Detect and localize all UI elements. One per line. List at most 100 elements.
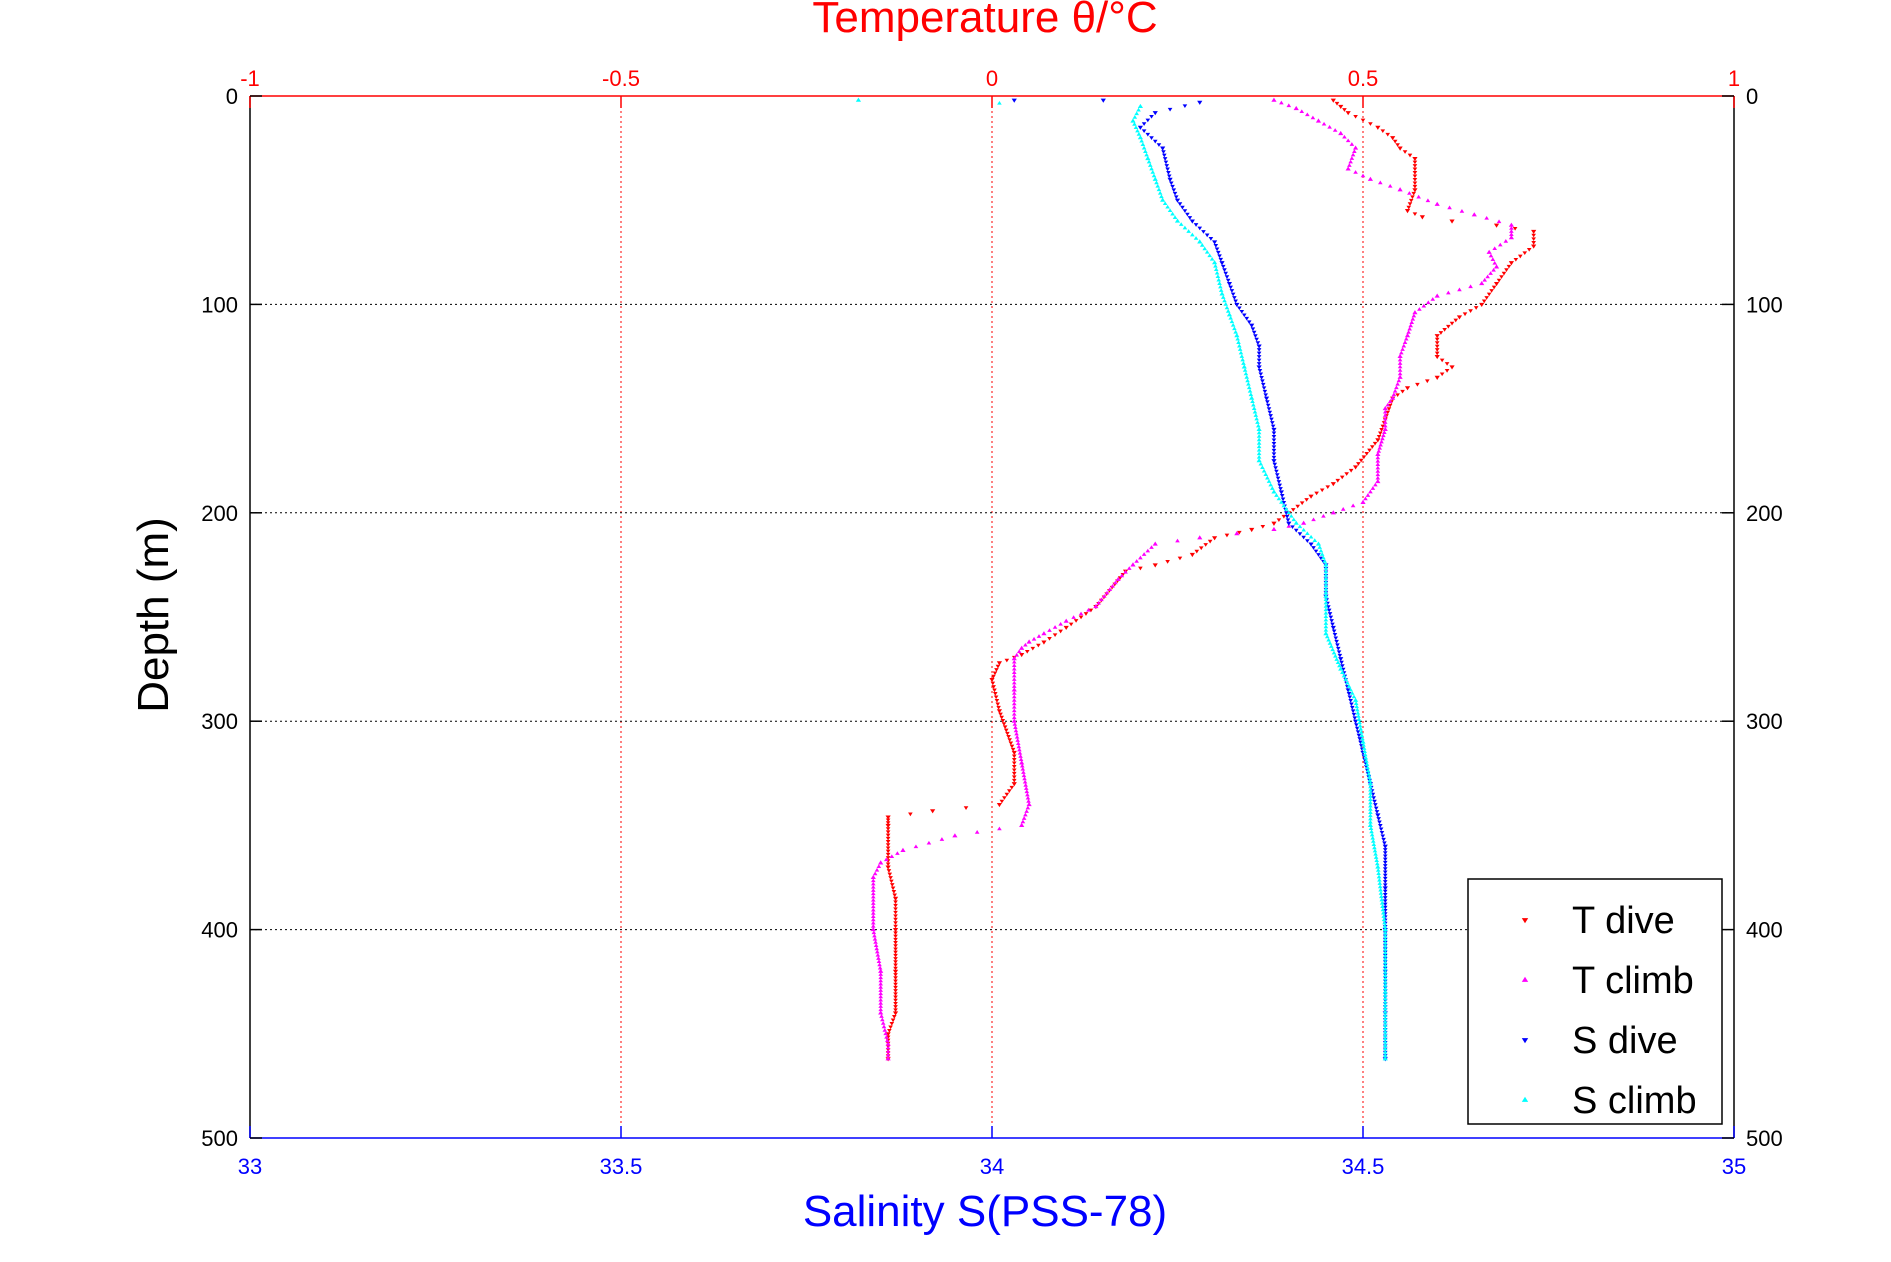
t-dive-point <box>1434 354 1440 360</box>
t-climb-point <box>1014 652 1020 657</box>
s-climb-point <box>1162 201 1168 206</box>
t-dive-point <box>1518 254 1523 259</box>
s-dive-point <box>1347 695 1353 700</box>
s-climb-point <box>1134 111 1139 116</box>
s-climb-point <box>1318 548 1324 553</box>
t-climb-point <box>1377 445 1382 450</box>
t-dive-point <box>1412 156 1418 162</box>
t-climb-point <box>1026 801 1032 807</box>
t-climb-point <box>1486 249 1492 254</box>
s-dive-point <box>1270 421 1275 425</box>
s-climb-point <box>1226 312 1233 317</box>
t-climb-point <box>878 985 883 989</box>
s-dive-point <box>1372 799 1377 804</box>
t-climb-point <box>870 884 876 889</box>
t-climb-point <box>1019 645 1025 650</box>
s-climb-point <box>1323 579 1329 584</box>
s-dive-point <box>1213 243 1219 248</box>
t-dive-point <box>1006 735 1011 739</box>
t-climb-point <box>1417 307 1422 311</box>
s-dive-point <box>1355 730 1361 734</box>
right-tick-label: 200 <box>1746 501 1783 526</box>
t-climb-point <box>870 874 876 880</box>
t-dive-point <box>1078 615 1084 620</box>
t-climb-point <box>1397 374 1403 379</box>
t-dive-point <box>1404 386 1411 391</box>
t-dive-point <box>1356 462 1361 466</box>
s-climb-point <box>1321 555 1326 560</box>
s-dive-point <box>1261 386 1267 391</box>
t-dive-point <box>963 806 969 810</box>
t-dive-point <box>999 715 1005 720</box>
s-climb-point <box>1327 641 1333 645</box>
t-dive-point <box>893 947 898 952</box>
t-dive-point <box>1063 625 1069 631</box>
s-dive-point <box>1189 219 1195 224</box>
s-climb-point <box>1174 218 1181 223</box>
t-climb-point <box>1271 526 1277 532</box>
t-dive-point <box>892 969 899 974</box>
t-dive-point <box>1449 321 1455 326</box>
s-climb-point <box>1379 894 1384 899</box>
s-climb-point <box>1334 657 1339 661</box>
s-climb-point <box>1152 176 1158 181</box>
s-climb-point <box>1382 1033 1388 1037</box>
t-climb-point <box>1020 819 1026 824</box>
t-dive-point <box>1011 764 1017 769</box>
s-dive-point <box>1269 417 1274 422</box>
t-climb-point <box>1019 760 1025 765</box>
t-dive-point <box>1375 438 1381 443</box>
t-climb-point <box>1113 580 1118 585</box>
t-dive-point <box>1446 324 1451 329</box>
t-climb-point <box>1026 799 1031 803</box>
t-dive-point <box>885 833 891 838</box>
s-climb-point <box>1323 566 1329 570</box>
t-dive-point <box>1378 431 1383 436</box>
t-dive-point <box>889 1022 895 1026</box>
t-dive-point <box>893 982 898 987</box>
s-climb-point <box>1374 858 1379 863</box>
t-climb-point <box>1348 159 1353 164</box>
s-climb-point <box>1218 284 1223 289</box>
s-dive-point <box>1265 400 1270 404</box>
t-climb-point <box>1023 783 1028 787</box>
t-climb-point <box>1022 776 1027 781</box>
t-dive-point <box>1531 233 1536 238</box>
t-dive-point <box>1434 334 1440 339</box>
t-dive-point <box>885 836 891 841</box>
s-climb-point <box>1251 402 1256 407</box>
s-dive-point <box>1161 150 1166 154</box>
t-dive-point <box>888 876 893 880</box>
s-climb-point <box>1133 125 1139 130</box>
s-dive-point <box>1271 438 1277 443</box>
t-dive-point <box>994 698 1000 703</box>
t-dive-point <box>893 1008 898 1013</box>
t-dive-point <box>1314 491 1319 496</box>
s-dive-point <box>1376 817 1381 821</box>
t-climb-point <box>1305 112 1310 117</box>
t-climb-point <box>1416 194 1421 199</box>
t-climb-point <box>926 840 932 845</box>
t-climb-point <box>1397 364 1403 369</box>
s-climb-point <box>1368 803 1373 808</box>
t-climb-point <box>882 1028 888 1032</box>
t-dive-point <box>1493 282 1500 287</box>
s-dive-point <box>1256 358 1262 363</box>
s-dive-point <box>1256 344 1262 349</box>
s-dive-point <box>1337 653 1343 658</box>
t-climb-point <box>1410 316 1416 321</box>
s-dive-point <box>1152 139 1158 144</box>
s-dive-point <box>1271 441 1277 446</box>
s-climb-point <box>1286 510 1292 515</box>
t-climb-point <box>1321 513 1326 518</box>
s-climb-point <box>1323 576 1329 581</box>
t-climb-point <box>878 968 884 973</box>
t-dive-point <box>1379 428 1384 432</box>
t-dive-point <box>1501 271 1507 276</box>
s-climb-point <box>1190 232 1195 237</box>
t-climb-point <box>1017 747 1022 752</box>
t-climb-point <box>1011 711 1017 716</box>
t-dive-point <box>1339 475 1345 480</box>
t-climb-point <box>870 888 876 892</box>
t-dive-point <box>1481 299 1487 304</box>
